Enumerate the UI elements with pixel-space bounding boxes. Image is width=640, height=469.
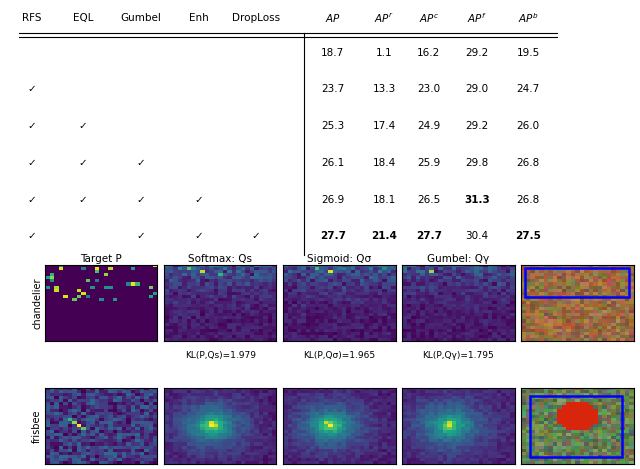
Text: 16.2: 16.2 — [417, 47, 440, 58]
Title: Gumbel: Qγ: Gumbel: Qγ — [427, 254, 490, 264]
Text: 26.0: 26.0 — [516, 121, 540, 131]
Title: Target P: Target P — [80, 254, 122, 264]
Text: ✓: ✓ — [28, 158, 36, 168]
Text: ✓: ✓ — [252, 231, 260, 242]
Text: 26.5: 26.5 — [417, 195, 440, 204]
Text: ✓: ✓ — [79, 195, 88, 204]
Text: 13.3: 13.3 — [372, 84, 396, 94]
Text: 31.3: 31.3 — [464, 195, 490, 204]
Text: 1.1: 1.1 — [376, 47, 392, 58]
Text: $AP^f$: $AP^f$ — [467, 11, 487, 25]
Text: $AP^c$: $AP^c$ — [419, 12, 439, 24]
Text: 29.2: 29.2 — [465, 47, 488, 58]
Text: RFS: RFS — [22, 14, 42, 23]
Text: Gumbel: Gumbel — [120, 14, 161, 23]
Text: 30.4: 30.4 — [465, 231, 488, 242]
Text: KL(P,Qσ)=1.965: KL(P,Qσ)=1.965 — [303, 351, 375, 360]
Text: 18.7: 18.7 — [321, 47, 344, 58]
Text: ✓: ✓ — [79, 121, 88, 131]
Text: Enh: Enh — [189, 14, 208, 23]
Text: 24.9: 24.9 — [417, 121, 440, 131]
Text: ✓: ✓ — [28, 231, 36, 242]
Text: ✓: ✓ — [194, 231, 203, 242]
Text: $AP^r$: $AP^r$ — [374, 12, 394, 25]
Text: 29.2: 29.2 — [465, 121, 488, 131]
Title: Softmax: Qs: Softmax: Qs — [188, 254, 252, 264]
Text: EQL: EQL — [73, 14, 93, 23]
Text: 19.5: 19.5 — [516, 47, 540, 58]
Text: KL(P,Qs)=1.979: KL(P,Qs)=1.979 — [185, 351, 255, 360]
Text: 18.4: 18.4 — [372, 158, 396, 168]
Text: 26.8: 26.8 — [516, 195, 540, 204]
Text: 25.9: 25.9 — [417, 158, 440, 168]
Text: 27.5: 27.5 — [515, 231, 541, 242]
Text: ✓: ✓ — [79, 158, 88, 168]
Text: 17.4: 17.4 — [372, 121, 396, 131]
Text: 27.7: 27.7 — [320, 231, 346, 242]
Bar — [530, 396, 622, 457]
Text: ✓: ✓ — [28, 84, 36, 94]
Text: ✓: ✓ — [136, 231, 145, 242]
Text: 29.8: 29.8 — [465, 158, 488, 168]
Text: ✓: ✓ — [194, 195, 203, 204]
Text: $AP$: $AP$ — [325, 12, 340, 24]
Text: $AP^b$: $AP^b$ — [518, 11, 538, 25]
Bar — [525, 268, 629, 297]
Text: 26.1: 26.1 — [321, 158, 344, 168]
Text: 26.8: 26.8 — [516, 158, 540, 168]
Text: 23.7: 23.7 — [321, 84, 344, 94]
Text: 18.1: 18.1 — [372, 195, 396, 204]
Text: 26.9: 26.9 — [321, 195, 344, 204]
Y-axis label: chandelier: chandelier — [32, 277, 42, 329]
Text: 25.3: 25.3 — [321, 121, 344, 131]
Text: 24.7: 24.7 — [516, 84, 540, 94]
Text: ✓: ✓ — [136, 158, 145, 168]
Y-axis label: frisbee: frisbee — [32, 409, 42, 443]
Text: 29.0: 29.0 — [465, 84, 488, 94]
Title: Sigmoid: Qσ: Sigmoid: Qσ — [307, 254, 371, 264]
Text: 27.7: 27.7 — [416, 231, 442, 242]
Text: KL(P,Qγ)=1.795: KL(P,Qγ)=1.795 — [422, 351, 494, 360]
Text: ✓: ✓ — [28, 121, 36, 131]
Text: ✓: ✓ — [136, 195, 145, 204]
Text: 21.4: 21.4 — [371, 231, 397, 242]
Text: 23.0: 23.0 — [417, 84, 440, 94]
Text: DropLoss: DropLoss — [232, 14, 280, 23]
Text: ✓: ✓ — [28, 195, 36, 204]
